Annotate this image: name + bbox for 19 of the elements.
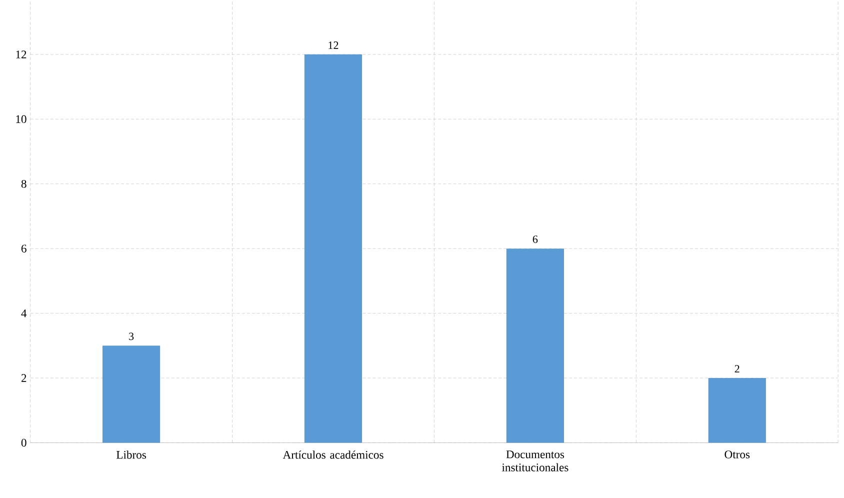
y-tick-label: 2 bbox=[21, 374, 26, 382]
x-tick-label: Libros bbox=[116, 450, 146, 459]
bar bbox=[304, 54, 362, 443]
x-tick-label: Documentos institucionales bbox=[502, 450, 568, 472]
data-label: 2 bbox=[734, 364, 740, 372]
y-tick-label: 4 bbox=[21, 309, 27, 317]
data-label: 6 bbox=[532, 235, 538, 243]
y-tick-label: 0 bbox=[21, 438, 26, 446]
bar bbox=[708, 378, 766, 443]
data-label: 3 bbox=[129, 332, 134, 340]
bar bbox=[102, 345, 160, 443]
x-tick-label: Artículos académicos bbox=[282, 450, 384, 459]
bar bbox=[506, 248, 564, 443]
y-tick-label: 12 bbox=[16, 50, 26, 58]
y-tick-label: 6 bbox=[21, 244, 26, 252]
y-tick-label: 10 bbox=[16, 115, 26, 123]
data-label: 12 bbox=[328, 41, 338, 49]
x-tick-label: Otros bbox=[724, 450, 750, 458]
y-tick-label: 8 bbox=[21, 180, 26, 188]
